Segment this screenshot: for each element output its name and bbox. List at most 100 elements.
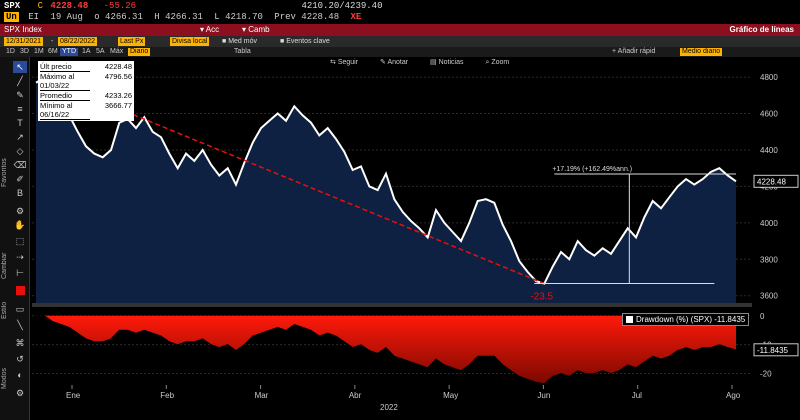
drawdown-last-tag: -11.8435 <box>757 346 789 355</box>
line-style-icon[interactable]: ▭ <box>15 304 25 314</box>
open-price: o 4266.31 <box>94 12 143 22</box>
pan-icon[interactable]: ✋ <box>14 220 26 230</box>
legend-label: Máximo al 01/03/22 <box>40 72 90 91</box>
drawdown-area <box>36 315 736 384</box>
exchange-code: C <box>37 1 44 11</box>
price-tick-label: 4000 <box>760 219 778 228</box>
color-red-swatch[interactable] <box>13 285 27 297</box>
field-select[interactable]: Last Px <box>118 37 146 46</box>
legend-value: 4233.26 <box>104 91 132 100</box>
range-6m[interactable]: 6M <box>48 48 58 55</box>
eraser-icon[interactable]: ⌫ <box>13 160 27 170</box>
param-bar: 12/31/2021 - 08/22/2022 Last Px Divisa l… <box>0 36 800 47</box>
pointer-icon[interactable]: ↖ <box>13 61 27 73</box>
settings-icon[interactable]: ⚙ <box>15 206 25 216</box>
annotate-button[interactable]: ✎ Anotar <box>380 59 409 66</box>
price-line <box>35 76 737 285</box>
gain-annotation: +17.19% (+162.49%ann.) <box>552 166 632 173</box>
x-tick-label: Ago <box>726 391 741 400</box>
legend-box: Últ precio 4228.48 Máximo al 01/03/22 4796… <box>38 61 134 121</box>
date-separator: - <box>51 38 54 45</box>
link-icon[interactable]: ⇢ <box>16 252 24 262</box>
range-bar: 1D 3D 1M 6M YTD 1A 5A Máx Diario Tabla +… <box>0 47 800 57</box>
currency-badge: Un <box>4 12 19 22</box>
mode-b-icon[interactable]: ↺ <box>16 354 24 364</box>
moving-average-toggle[interactable]: ■ Med móv <box>222 38 257 45</box>
range-3d[interactable]: 3D <box>20 48 29 55</box>
range-ytd[interactable]: YTD <box>60 48 78 56</box>
last-price: 4228.48 <box>50 1 89 11</box>
zoom-label: Zoom <box>491 59 510 66</box>
decline-annotation: -23.5 <box>530 292 553 303</box>
drawdown-legend-text: Drawdown (%) (SPX) -11.8435 <box>636 315 746 324</box>
range-5a[interactable]: 5A <box>96 48 105 55</box>
high-price: H 4266.31 <box>154 12 203 22</box>
arrow-tool-icon[interactable]: ↗ <box>16 132 24 142</box>
pencil-icon[interactable]: ✎ <box>16 90 24 100</box>
bid-ask-range: 4210.20/4239.40 <box>301 1 383 11</box>
average-field-select[interactable]: Medio diario <box>680 48 723 56</box>
menu-acc[interactable]: ▾ Acc <box>200 25 220 34</box>
news-button[interactable]: ▤ Noticias <box>430 59 464 66</box>
drawdown-tick-label: -20 <box>760 369 772 378</box>
x-tick-label: Feb <box>160 391 174 400</box>
ticker[interactable]: SPX <box>4 1 21 11</box>
menu-bar: SPX Index ▾ Acc ▾ Camb Gráfico de líneas <box>0 24 800 36</box>
last-price-tag: 4228.48 <box>757 177 786 186</box>
fibonacci-icon[interactable]: ≡ <box>17 104 23 114</box>
mode-c-icon[interactable]: ◐ <box>17 370 23 380</box>
low-price: L 4218.70 <box>214 12 263 22</box>
table-button[interactable]: Tabla <box>234 48 251 55</box>
menu-camb[interactable]: ▾ Camb <box>242 25 270 34</box>
mode-a-icon[interactable]: ⌘ <box>15 338 25 348</box>
range-1a[interactable]: 1A <box>82 48 91 55</box>
drawdown-tick-label: 0 <box>760 312 765 321</box>
end-date-field[interactable]: 08/22/2022 <box>58 37 98 46</box>
line-tool-icon[interactable]: ╱ <box>17 76 23 86</box>
legend-label: Últ precio <box>40 62 90 72</box>
annotate-label: Anotar <box>387 59 409 66</box>
follow-button[interactable]: ⇆ Seguir <box>330 59 359 66</box>
prev-close: Prev 4228.48 <box>274 12 340 22</box>
shapes-icon[interactable]: ◇ <box>16 146 24 156</box>
drawdown-legend: Drawdown (%) (SPX) -11.8435 <box>622 313 750 326</box>
price-tick-label: 4600 <box>760 110 778 119</box>
drawdown-line <box>36 315 737 385</box>
menu-camb-label: Camb <box>248 25 270 34</box>
quote-date: 19 Aug <box>50 12 83 22</box>
x-tick-label: Jul <box>632 391 642 400</box>
x-axis-year: 2022 <box>380 403 398 412</box>
ruler-icon[interactable]: ⊢ <box>16 268 24 278</box>
range-1d[interactable]: 1D <box>6 48 15 55</box>
follow-label: Seguir <box>337 59 359 66</box>
x-tick-label: Mar <box>255 391 269 400</box>
x-tick-label: Ene <box>66 391 81 400</box>
security-name[interactable]: SPX Index <box>4 25 42 34</box>
range-1m[interactable]: 1M <box>34 48 44 55</box>
bold-icon[interactable]: B <box>16 188 23 198</box>
start-date-field[interactable]: 12/31/2021 <box>4 37 44 46</box>
brush-icon[interactable]: ✐ <box>16 174 24 184</box>
legend-row-avg: Promedio 4233.26 <box>40 91 132 101</box>
stamp-icon[interactable]: ⬚ <box>15 236 25 246</box>
x-tick-label: May <box>443 391 458 400</box>
currency-select[interactable]: Divisa local <box>170 37 210 46</box>
legend-value: 4796.56 <box>104 72 132 81</box>
frequency-select[interactable]: Diario <box>128 48 151 56</box>
key-events-toggle[interactable]: ■ Eventos clave <box>280 38 330 45</box>
legend-row-last: Últ precio 4228.48 <box>40 62 132 72</box>
panel-divider <box>32 303 752 307</box>
drawdown-swatch <box>626 316 633 323</box>
legend-label: Mínimo al 06/16/22 <box>40 101 90 120</box>
legend-row-high: Máximo al 01/03/22 4796.56 <box>40 72 132 91</box>
legend-value: 3666.77 <box>104 101 132 110</box>
quick-add-button[interactable]: + Añadir rápid <box>612 48 656 55</box>
zoom-button[interactable]: ⌕ Zoom <box>485 59 510 66</box>
text-tool-icon[interactable]: T <box>17 118 23 128</box>
red-swatch-icon <box>15 286 25 295</box>
price-area <box>36 78 736 303</box>
range-max[interactable]: Máx <box>110 48 124 55</box>
diagonal-icon[interactable]: ╲ <box>17 320 23 330</box>
mode-d-icon[interactable]: ⚙ <box>15 388 25 398</box>
